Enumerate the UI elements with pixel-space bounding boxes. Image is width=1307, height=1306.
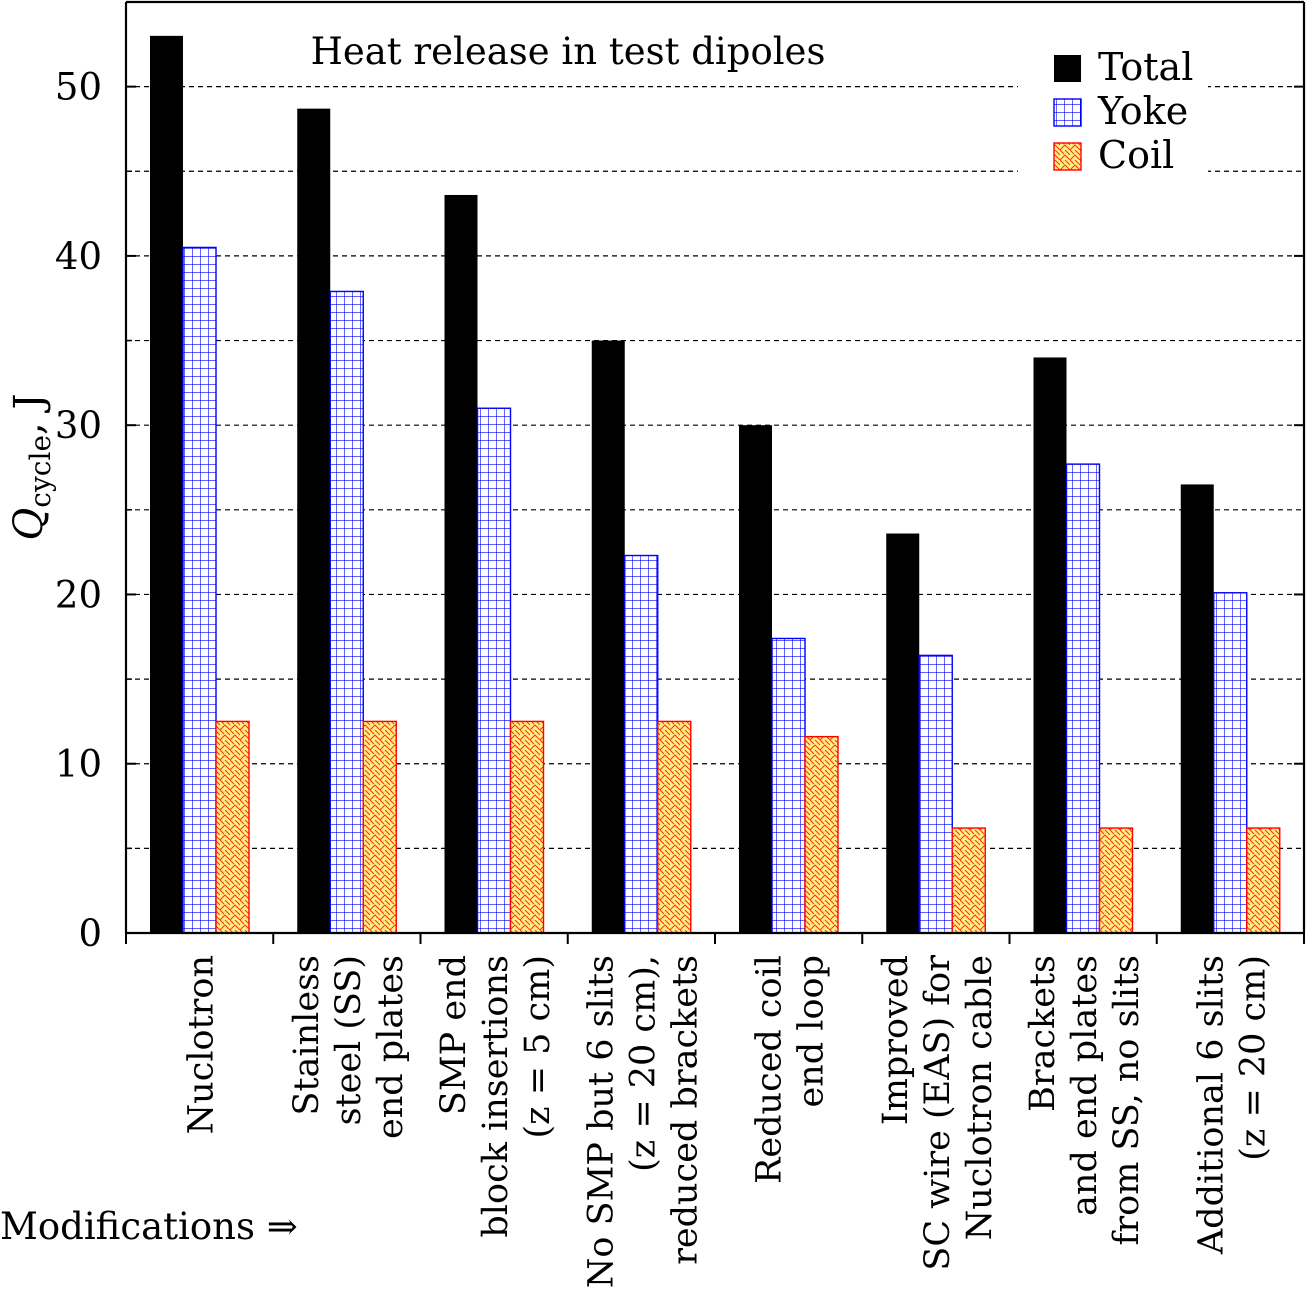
bar-coil-4 (657, 720, 692, 934)
bar-total-1 (150, 35, 183, 933)
legend-label-yoke: Yoke (1097, 89, 1188, 133)
legend-box (1018, 36, 1208, 176)
x-tick-label-8-line-2: (z = 20 cm) (1233, 955, 1273, 1161)
x-tick-label-4-line-3: reduced brackets (665, 955, 705, 1265)
bar-yoke-7 (1065, 463, 1101, 934)
svg-text:Qcycle, J: Qcycle, J (6, 394, 57, 541)
bar-coil-5 (804, 735, 839, 934)
legend-label-total: Total (1098, 45, 1193, 89)
bar-yoke-2 (329, 290, 364, 934)
bar-coil-2 (362, 720, 397, 934)
bar-total-3 (444, 194, 478, 934)
x-tick-label-6-line-3: Nuclotron cable (960, 955, 1000, 1240)
axes (124, 0, 1306, 944)
bar-total-5 (739, 425, 772, 933)
y-axis-label-unit: , J (6, 394, 52, 435)
y-axis-label-main: Q (6, 508, 52, 541)
legend-label-coil: Coil (1098, 133, 1174, 177)
legend-swatch-total (1054, 55, 1081, 82)
x-tick-label-3-line-2: block insertions (476, 955, 516, 1238)
bar-yoke-6 (918, 654, 953, 934)
y-axis-label-sub: cycle (24, 435, 57, 508)
x-tick-label-7-line-3: from SS, no slits (1107, 955, 1147, 1246)
x-tick-label-6-line-1: Improved (876, 955, 916, 1125)
y-tick-label: 30 (55, 404, 102, 447)
bar-total-2 (297, 108, 331, 933)
bars (150, 35, 1281, 934)
y-tick-label: 10 (55, 743, 102, 786)
y-tick-label: 20 (55, 573, 102, 616)
x-tick-label-2-line-2: steel (SS) (329, 955, 369, 1125)
legend-swatch-coil (1053, 142, 1082, 171)
bar-yoke-5 (771, 637, 806, 934)
bar-coil-8 (1246, 827, 1281, 934)
bar-yoke-1 (182, 246, 217, 934)
bar-yoke-8 (1213, 592, 1248, 934)
x-tick-label-4-line-2: (z = 20 cm), (623, 955, 663, 1172)
x-tick-label-5-line-2: end loop (792, 955, 832, 1108)
bar-yoke-3 (476, 407, 512, 934)
y-tick-label: 0 (78, 912, 102, 955)
x-tick-label-6-line-2: SC wire (EAS) for (918, 955, 958, 1271)
x-tick-label-5-line-1: Reduced coil (750, 955, 790, 1184)
bar-coil-6 (951, 827, 986, 934)
x-tick-label-2-line-1: Stainless (287, 955, 327, 1115)
bar-total-4 (591, 340, 625, 934)
bar-yoke-4 (624, 554, 659, 934)
x-tick-label-1-line-1: Nuclotron (182, 955, 222, 1134)
x-tick-label-7-line-2: and end plates (1065, 955, 1105, 1216)
x-tick-label-3-line-3: (z = 5 cm) (518, 955, 558, 1139)
bar-total-6 (886, 533, 920, 933)
x-axis-label: Modifications ⇒ (0, 1205, 298, 1248)
bar-coil-7 (1098, 827, 1134, 934)
bar-total-7 (1033, 357, 1067, 933)
y-tick-label: 50 (55, 66, 102, 109)
x-tick-label-2-line-3: end plates (371, 955, 411, 1139)
x-tick-label-7-line-1: Brackets (1023, 955, 1063, 1112)
grid-lines (126, 86, 1304, 849)
bar-total-8 (1180, 484, 1214, 933)
x-tick-label-3-line-1: SMP end (434, 955, 474, 1115)
chart-title: Heat release in test dipoles (311, 30, 826, 73)
y-tick-label: 40 (55, 235, 102, 278)
bar-coil-3 (509, 720, 545, 934)
x-tick-label-8-line-1: Additional 6 slits (1191, 955, 1231, 1255)
legend-swatch-yoke (1053, 98, 1082, 127)
y-axis-label: Qcycle, J (6, 394, 57, 541)
bar-coil-1 (215, 720, 250, 934)
x-tick-label-4-line-1: No SMP but 6 slits (581, 955, 621, 1288)
